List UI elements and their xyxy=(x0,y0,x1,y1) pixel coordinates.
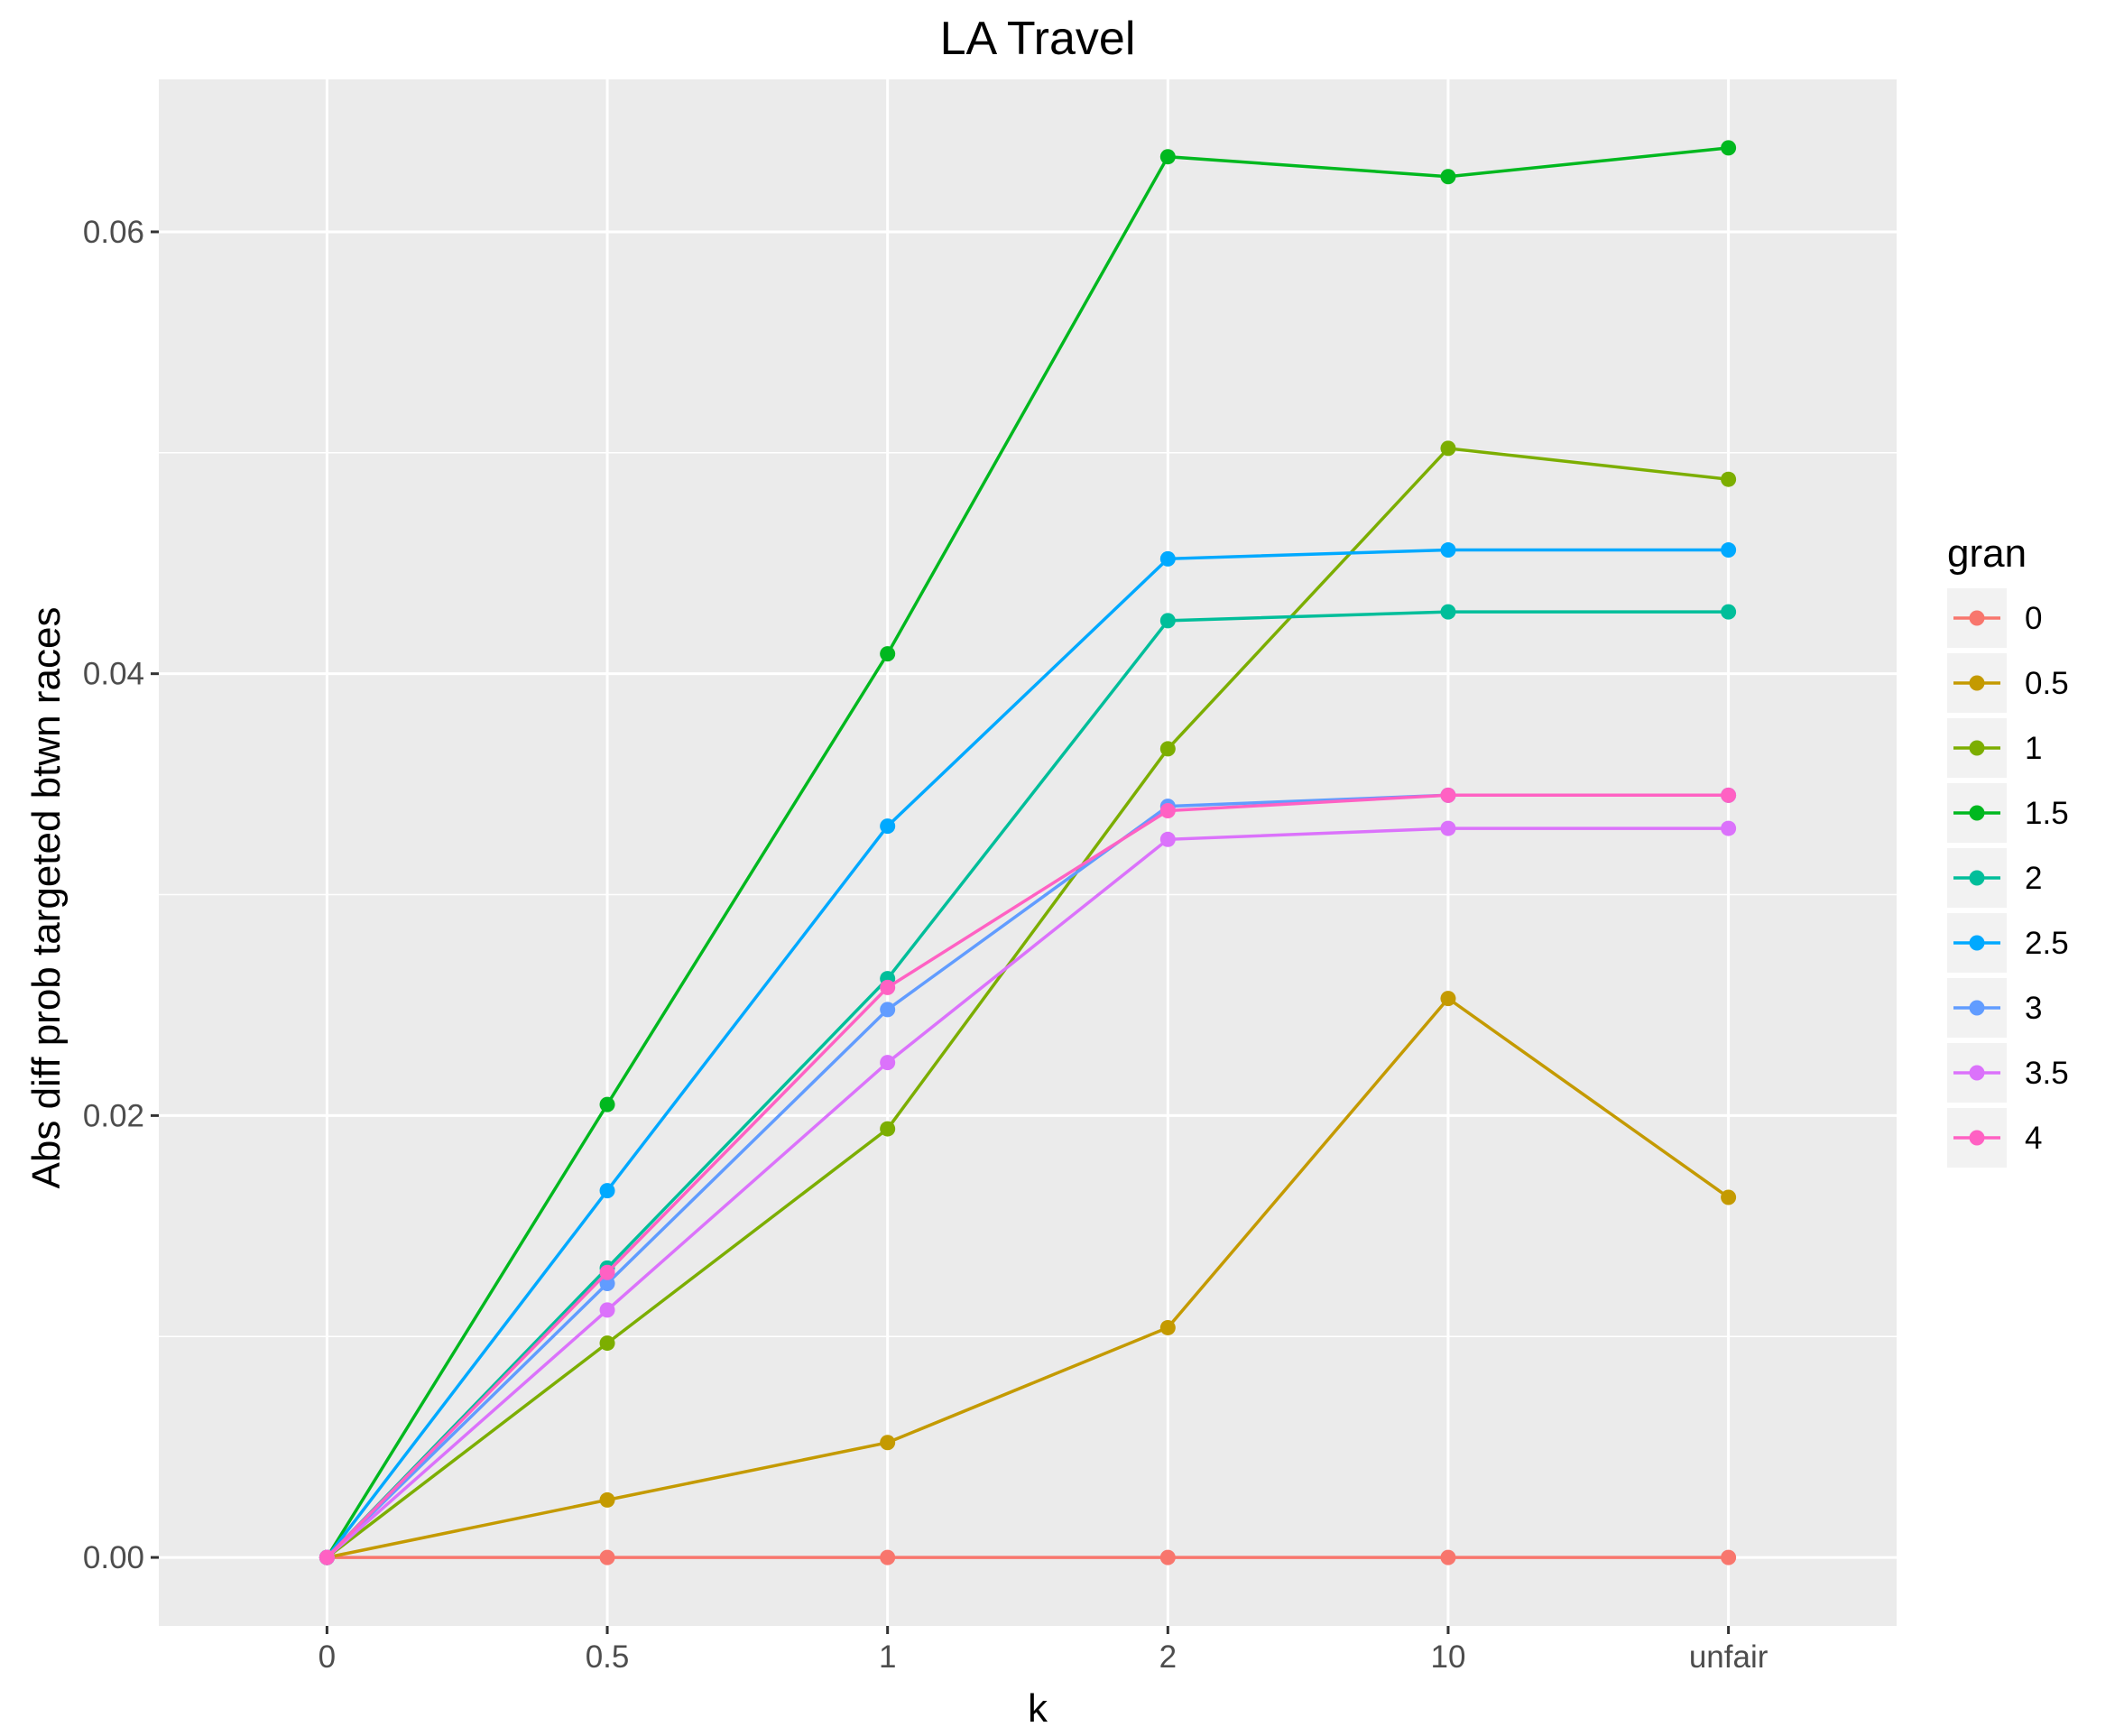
data-point xyxy=(1440,787,1456,803)
x-tick-label: 0 xyxy=(319,1639,336,1675)
legend-label: 0.5 xyxy=(2025,666,2069,701)
data-point xyxy=(1440,604,1456,620)
legend-title: gran xyxy=(1947,531,2027,576)
data-point xyxy=(1159,1319,1176,1335)
data-point xyxy=(880,979,896,995)
data-point xyxy=(1159,550,1176,567)
data-point xyxy=(1159,1549,1176,1565)
data-point xyxy=(1440,169,1456,185)
legend-key-point xyxy=(1969,740,1985,756)
y-axis-title: Abs diff prob targeted btwn races xyxy=(24,607,69,1189)
legend-item: 3 xyxy=(1947,978,2042,1038)
legend-label: 4 xyxy=(2025,1121,2042,1156)
y-tick-label: 0.04 xyxy=(83,657,144,692)
data-point xyxy=(599,1302,615,1318)
legend-item: 3.5 xyxy=(1947,1043,2069,1103)
x-tick-label: 0.5 xyxy=(586,1639,630,1675)
series-4 xyxy=(319,787,1737,1565)
data-point xyxy=(1440,542,1456,559)
data-point xyxy=(1159,741,1176,757)
legend-key-point xyxy=(1969,935,1985,951)
data-point xyxy=(599,1183,615,1199)
x-tick-label: 10 xyxy=(1430,1639,1465,1675)
y-axis-ticks: 0.00 0.02 0.04 0.06 xyxy=(83,215,159,1575)
data-point xyxy=(1721,140,1737,156)
data-point xyxy=(1721,471,1737,487)
x-axis-ticks: 0 0.5 1 2 10 unfair xyxy=(319,1626,1768,1675)
data-point xyxy=(599,1096,615,1113)
data-point xyxy=(1159,802,1176,818)
data-point xyxy=(880,1121,896,1137)
x-tick-label: 2 xyxy=(1159,1639,1177,1675)
series-line xyxy=(325,146,1729,1559)
legend-label: 0 xyxy=(2025,601,2042,636)
legend-key-point xyxy=(1969,805,1985,821)
legend-key-point xyxy=(1969,1130,1985,1146)
legend-item: 2 xyxy=(1947,848,2042,908)
legend-label: 3 xyxy=(2025,991,2042,1026)
series-line xyxy=(326,548,1729,1559)
data-point xyxy=(1159,831,1176,847)
data-point xyxy=(880,1549,896,1565)
data-point xyxy=(1721,787,1737,803)
data-point xyxy=(1721,1189,1737,1205)
legend: gran 0 0.5 1 1.5 2 2.5 3 3.5 4 xyxy=(1947,531,2069,1168)
legend-label: 3.5 xyxy=(2025,1056,2069,1091)
data-point xyxy=(1721,1549,1737,1565)
legend-key-point xyxy=(1969,870,1985,886)
data-point xyxy=(880,1055,896,1071)
legend-item: 4 xyxy=(1947,1108,2042,1168)
legend-key-point xyxy=(1969,1065,1985,1081)
legend-key-point xyxy=(1969,1000,1985,1016)
legend-label: 1.5 xyxy=(2025,796,2069,831)
series-line xyxy=(326,610,1729,1559)
data-point xyxy=(599,1335,615,1352)
data-point xyxy=(599,1549,615,1565)
legend-label: 1 xyxy=(2025,731,2042,766)
legend-item: 0 xyxy=(1947,588,2042,648)
data-point xyxy=(1721,604,1737,620)
x-tick-label: unfair xyxy=(1689,1639,1768,1675)
data-point xyxy=(599,1491,615,1508)
data-point xyxy=(880,818,896,835)
data-point xyxy=(1440,1549,1456,1565)
data-point xyxy=(880,1002,896,1018)
data-point xyxy=(1440,991,1456,1007)
legend-key-point xyxy=(1969,610,1985,626)
grid-minor-lines xyxy=(159,452,1897,1337)
chart-title: LA Travel xyxy=(940,13,1136,65)
data-point xyxy=(1159,613,1176,629)
series-1 xyxy=(319,440,1737,1565)
data-point xyxy=(599,1264,615,1280)
data-point xyxy=(1159,149,1176,165)
data-point xyxy=(1440,440,1456,457)
series-line xyxy=(327,996,1730,1559)
x-axis-title: k xyxy=(1028,1686,1048,1731)
data-point xyxy=(1721,820,1737,836)
data-point xyxy=(1440,820,1456,836)
legend-label: 2 xyxy=(2025,861,2042,896)
data-point xyxy=(319,1549,335,1565)
legend-item: 1 xyxy=(1947,718,2042,778)
legend-item: 0.5 xyxy=(1947,653,2069,713)
legend-item: 2.5 xyxy=(1947,913,2069,973)
series-line xyxy=(326,793,1729,1559)
x-tick-label: 1 xyxy=(879,1639,896,1675)
plot-panel xyxy=(159,79,1897,1626)
series-line xyxy=(326,447,1729,1559)
y-tick-label: 0.02 xyxy=(83,1098,144,1133)
legend-items: 0 0.5 1 1.5 2 2.5 3 3.5 4 xyxy=(1947,588,2069,1168)
legend-label: 2.5 xyxy=(2025,926,2069,961)
y-tick-label: 0.06 xyxy=(83,215,144,250)
data-point xyxy=(599,1275,615,1291)
data-point xyxy=(1721,542,1737,559)
data-point xyxy=(880,1435,896,1451)
legend-item: 1.5 xyxy=(1947,783,2069,843)
series-layer xyxy=(319,140,1737,1565)
y-tick-label: 0.00 xyxy=(83,1540,144,1575)
data-point xyxy=(880,646,896,662)
legend-key-point xyxy=(1969,675,1985,691)
series-line xyxy=(326,826,1729,1559)
